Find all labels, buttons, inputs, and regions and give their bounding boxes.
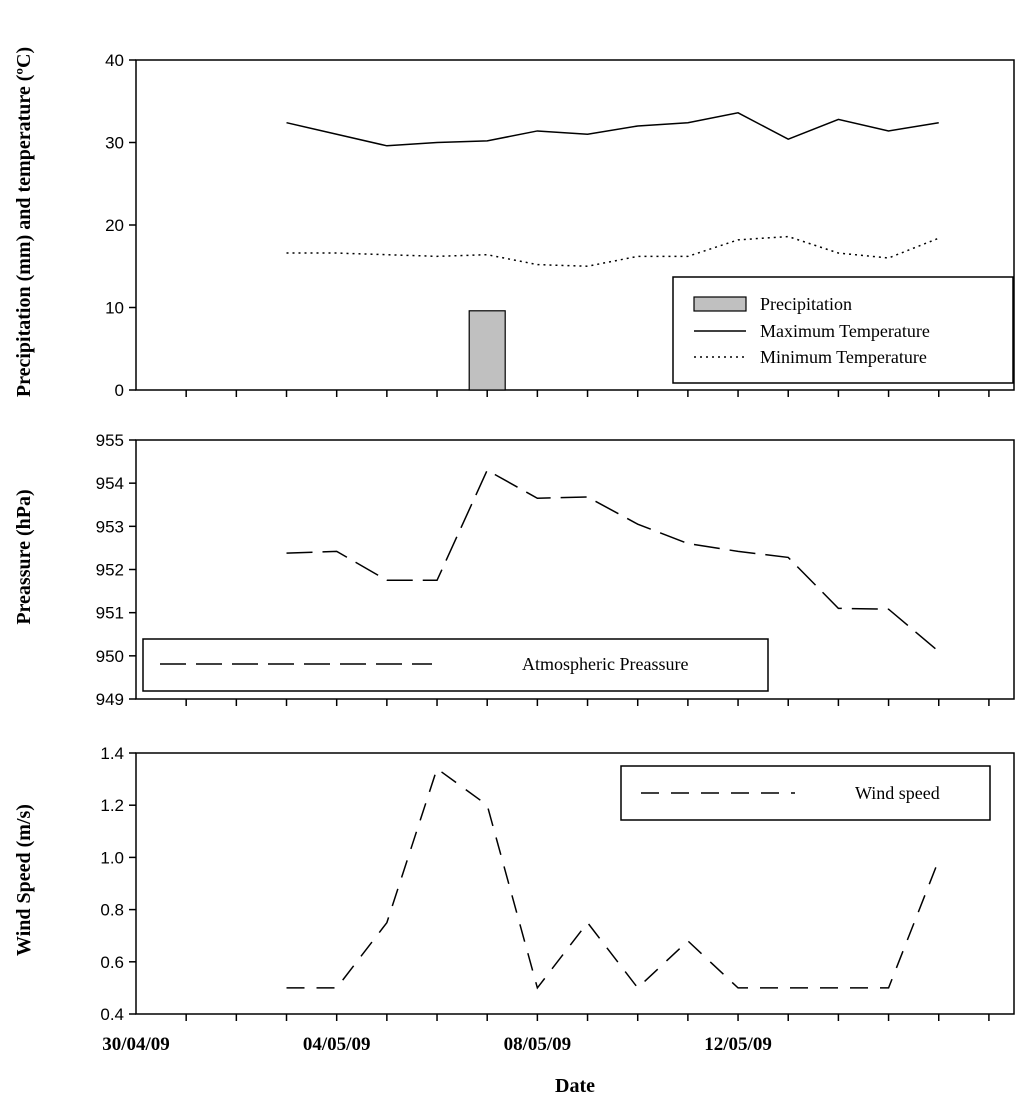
- legend-2: Atmospheric Preassure: [142, 638, 769, 692]
- min-temp-line: [286, 235, 940, 268]
- y-ticks-2: 949 950 951 952 953 954 955: [96, 431, 990, 709]
- y-tick-label: 0.6: [100, 953, 124, 972]
- x-tick-label: 12/05/09: [704, 1034, 772, 1055]
- panel-wind: 0.4 0.6 0.8 1.0 1.2 1.4 Wind Speed (m/s) Wind…: [13, 744, 1015, 1024]
- legend-label-max: Maximum Temperature: [760, 321, 930, 341]
- y-tick-label: 20: [105, 216, 124, 235]
- y-tick-label: 10: [105, 299, 124, 318]
- x-tick-label: 04/05/09: [303, 1034, 371, 1055]
- y-ticks-1: 0 10 20 30 40: [105, 51, 990, 400]
- y-tick-label: 950: [96, 647, 124, 666]
- x-tick-label: 08/05/09: [504, 1034, 572, 1055]
- precip-bars: [468, 310, 506, 391]
- legend-label-precip: Precipitation: [760, 294, 852, 314]
- y-axis-label-3: Wind Speed (m/s): [13, 804, 35, 956]
- panel-precip-temp: 0 10 20 30 40 Precipitation (mm) and tempera…: [13, 47, 1015, 400]
- y-tick-label: 0.8: [100, 901, 124, 920]
- wind-speed-line: [286, 767, 940, 990]
- y-tick-label: 949: [96, 690, 124, 709]
- y-tick-label: 955: [96, 431, 124, 450]
- x-axis-label: Date: [555, 1075, 595, 1097]
- y-ticks-3: 0.4 0.6 0.8 1.0 1.2 1.4: [100, 744, 990, 1024]
- y-tick-label: 954: [96, 474, 124, 493]
- y-tick-label: 952: [96, 561, 124, 580]
- legend-swatch-precip: [693, 296, 747, 312]
- legend-label-pressure: Atmospheric Preassure: [522, 654, 688, 674]
- precip-bar: [468, 310, 506, 391]
- legend-box-1: [672, 276, 1014, 384]
- y-tick-label: 1.2: [100, 796, 124, 815]
- y-tick-label: 40: [105, 51, 124, 70]
- y-tick-label: 0: [115, 381, 124, 400]
- legend-1: Precipitation Maximum Temperature Minimu…: [672, 276, 1014, 384]
- y-tick-label: 30: [105, 134, 124, 153]
- y-tick-label: 1.0: [100, 848, 124, 867]
- legend-3: Wind speed: [620, 765, 991, 821]
- legend-label-min: Minimum Temperature: [760, 347, 927, 367]
- legend-label-wind: Wind speed: [855, 783, 940, 803]
- plot-frame-3: [135, 752, 1015, 1015]
- legend-box-2: [142, 638, 769, 692]
- y-tick-label: 1.4: [100, 744, 124, 763]
- max-temp-line: [286, 112, 939, 147]
- y-axis-label-2: Preassure (hPa): [13, 489, 35, 624]
- panel-pressure: 949 950 951 952 953 954 955 Preassure (hPa) At…: [13, 431, 1015, 709]
- x-axis: 30/04/09 04/05/09 08/05/09 12/05/09: [102, 1034, 772, 1055]
- y-axis-label-1: Precipitation (mm) and temperature (ºC): [13, 47, 35, 397]
- pressure-line: [286, 469, 940, 653]
- y-tick-label: 0.4: [100, 1005, 124, 1024]
- y-tick-label: 953: [96, 517, 124, 536]
- y-tick-label: 951: [96, 604, 124, 623]
- x-tick-label: 30/04/09: [102, 1034, 170, 1055]
